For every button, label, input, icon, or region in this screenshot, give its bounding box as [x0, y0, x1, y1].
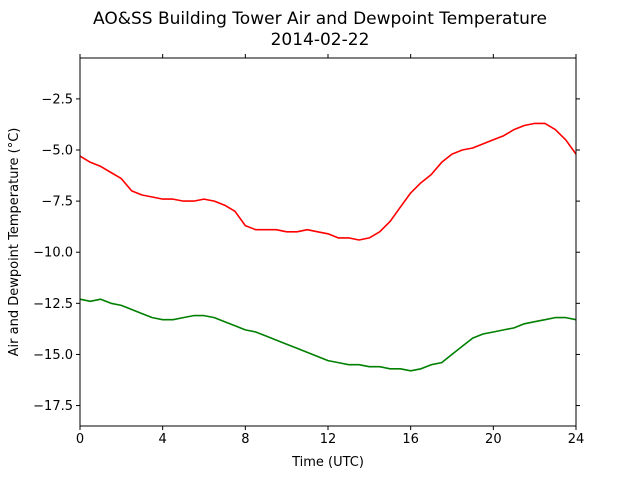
dewpoint-temperature-line [79, 298, 577, 372]
x-axis: 0 4 8 12 16 20 24 [76, 54, 584, 447]
x-tick-label: 16 [402, 432, 419, 447]
x-axis-label: Time (UTC) [291, 455, 364, 470]
y-tick-label: −5.0 [41, 144, 73, 159]
y-axis-label: Air and Dewpoint Temperature (°C) [7, 128, 22, 357]
x-tick-label: 20 [485, 432, 502, 447]
x-tick-label: 4 [159, 432, 167, 447]
y-tick-label: −17.5 [33, 399, 73, 414]
y-axis: −2.5 −5.0 −7.5 −10.0 −12.5 −15.0 −17.5 [33, 92, 580, 414]
y-tick-label: −12.5 [33, 297, 73, 312]
y-tick-label: −15.0 [33, 348, 73, 363]
air-temperature-line [79, 122, 577, 241]
y-tick-label: −10.0 [33, 246, 73, 261]
x-tick-label: 24 [568, 432, 585, 447]
plot-frame [79, 57, 577, 427]
x-tick-label: 12 [320, 432, 337, 447]
x-tick-label: 8 [241, 432, 249, 447]
y-tick-label: −7.5 [41, 195, 73, 210]
y-tick-label: −2.5 [41, 92, 73, 107]
chart-subtitle: 2014-02-22 [271, 30, 370, 50]
chart-title: AO&SS Building Tower Air and Dewpoint Te… [93, 9, 547, 29]
series-layer [79, 122, 577, 372]
x-tick-label: 0 [76, 432, 84, 447]
